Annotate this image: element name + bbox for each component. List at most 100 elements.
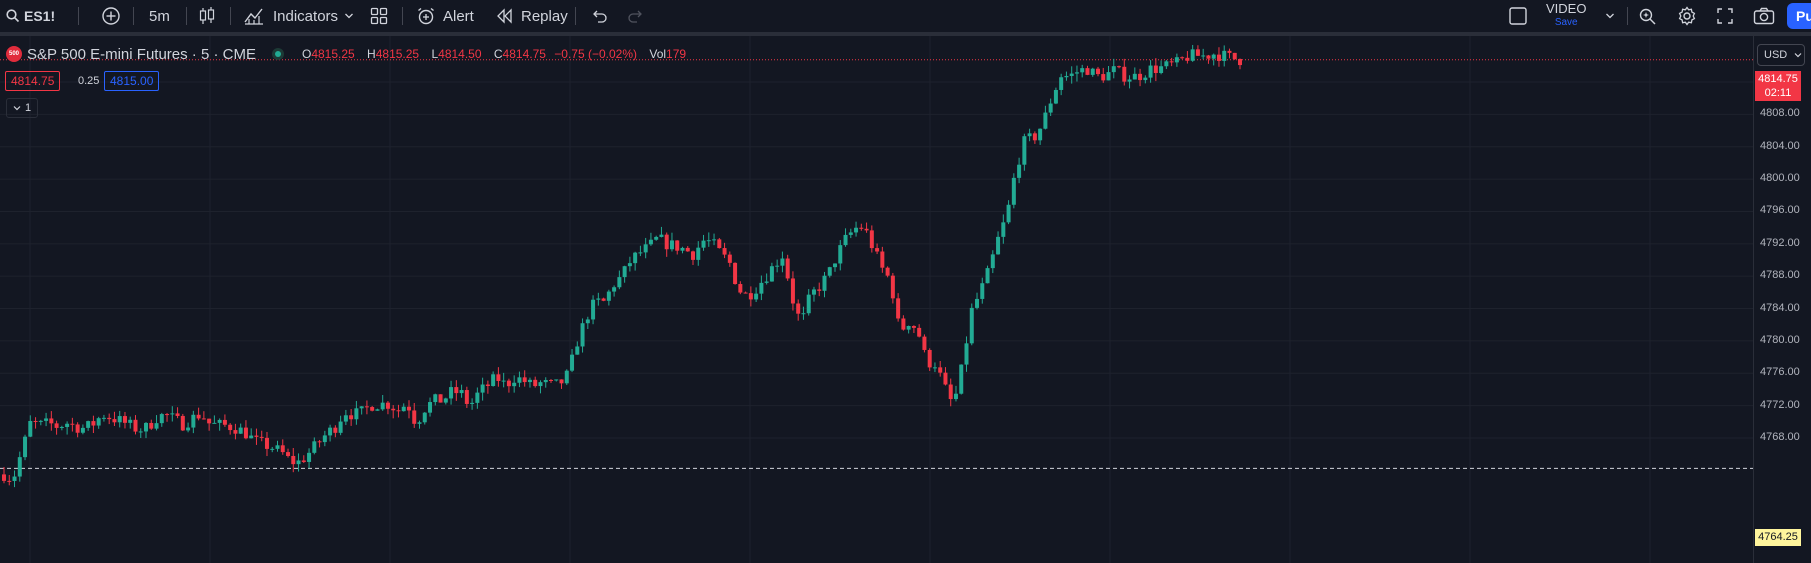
candle-body — [948, 384, 953, 400]
candle-body — [1011, 177, 1016, 205]
settings-button[interactable] — [1677, 0, 1697, 32]
candle-body — [228, 424, 233, 431]
indicators-menu-button[interactable] — [344, 0, 354, 32]
candle-body — [49, 418, 54, 424]
currency-select[interactable]: USD — [1757, 44, 1805, 66]
buy-button[interactable]: 4815.00 — [104, 71, 160, 91]
candle-body — [1153, 65, 1158, 74]
price-chart[interactable] — [0, 36, 1753, 563]
indicators-collapse-toggle[interactable]: 1 — [6, 98, 38, 118]
chevron-down-icon — [345, 13, 353, 19]
low-label: L — [431, 47, 439, 61]
candle-body — [480, 384, 485, 393]
candle-body — [759, 282, 764, 294]
candle-body — [506, 380, 511, 387]
candle-body — [249, 435, 254, 439]
candle-body — [633, 252, 638, 264]
video-save-button[interactable]: VIDEO Save — [1546, 0, 1586, 32]
candle-body — [201, 418, 206, 420]
publish-button[interactable]: Pu — [1787, 3, 1811, 29]
candle-body — [817, 289, 822, 291]
candle-body — [1111, 66, 1116, 73]
candle-body — [275, 445, 280, 449]
candle-body — [748, 293, 753, 300]
candle-body — [659, 234, 664, 237]
candle-body — [559, 379, 564, 384]
alert-button[interactable]: Alert — [416, 0, 474, 32]
candle-body — [806, 294, 811, 314]
volume-label: Vol — [649, 47, 667, 61]
candle-body — [717, 239, 722, 249]
undo-button[interactable] — [590, 0, 608, 32]
candle-body — [1159, 66, 1164, 74]
symbol-legend[interactable]: 500 S&P 500 E-mini Futures · 5 · CME O48… — [6, 44, 686, 64]
candle-body — [396, 410, 401, 412]
candle-body — [38, 420, 43, 422]
candle-body — [122, 416, 127, 423]
candle-body — [596, 298, 601, 300]
candle-body — [554, 379, 559, 381]
symbol-logo-badge: 500 — [6, 46, 22, 62]
fullscreen-layout-button[interactable] — [1508, 0, 1528, 32]
redo-button[interactable] — [627, 0, 645, 32]
candle-body — [911, 325, 916, 328]
sell-button[interactable]: 4814.75 — [5, 71, 61, 91]
candle-body — [412, 410, 417, 424]
open-value: 4815.25 — [311, 47, 355, 61]
candle-body — [449, 387, 454, 399]
chart-type-button[interactable] — [198, 0, 216, 32]
symbol-search-button[interactable]: ES1! — [6, 0, 55, 32]
candle-body — [364, 406, 369, 408]
candle-body — [280, 445, 285, 453]
fullscreen-button[interactable] — [1716, 0, 1734, 32]
candle-body — [491, 374, 496, 387]
price-axis-label: 4772.00 — [1760, 398, 1800, 411]
candle-body — [428, 402, 433, 413]
candle-body — [622, 266, 627, 278]
candle-body — [485, 384, 490, 387]
price-axis-label: 4780.00 — [1760, 333, 1800, 346]
candle-body — [964, 343, 969, 365]
candle-body — [380, 402, 385, 410]
divider — [402, 7, 403, 25]
snapshot-button[interactable] — [1753, 0, 1775, 32]
candle-body — [165, 414, 170, 416]
candle-body — [1143, 77, 1148, 81]
candle-body — [1080, 68, 1085, 73]
candle-body — [570, 354, 575, 371]
candle-body — [880, 251, 885, 268]
candle-body — [354, 408, 359, 420]
candle-body — [349, 415, 354, 420]
layouts-button[interactable] — [370, 0, 388, 32]
candle-body — [643, 244, 648, 253]
candle-body — [1216, 54, 1221, 61]
candle-body — [869, 230, 874, 249]
quick-search-button[interactable] — [1638, 0, 1658, 32]
price-axis[interactable]: 4812.004808.004804.004800.004796.004792.… — [1753, 36, 1811, 563]
interval-button[interactable]: 5m — [149, 0, 170, 32]
compare-add-button[interactable] — [101, 0, 121, 32]
candle-body — [1132, 73, 1137, 80]
candle-body — [65, 423, 70, 427]
candle-body — [128, 419, 133, 423]
candle-body — [517, 377, 522, 383]
candle-body — [417, 422, 422, 424]
candle-body — [980, 283, 985, 299]
candle-body — [901, 318, 906, 330]
candle-body — [580, 323, 585, 347]
candle-body — [785, 258, 790, 279]
alarm-clock-icon — [418, 7, 434, 25]
close-value: 4814.75 — [502, 47, 546, 61]
candle-body — [343, 415, 348, 422]
candle-body — [906, 325, 911, 330]
replay-button[interactable]: Replay — [496, 0, 568, 32]
candle-body — [475, 392, 480, 403]
candle-body — [17, 457, 22, 477]
candle-body — [743, 292, 748, 294]
save-menu-button[interactable] — [1605, 0, 1615, 32]
indicators-button[interactable]: Indicators — [243, 0, 338, 32]
divider — [1627, 7, 1628, 25]
candle-body — [207, 418, 212, 424]
candle-body — [1090, 68, 1095, 75]
candle-body — [969, 307, 974, 344]
